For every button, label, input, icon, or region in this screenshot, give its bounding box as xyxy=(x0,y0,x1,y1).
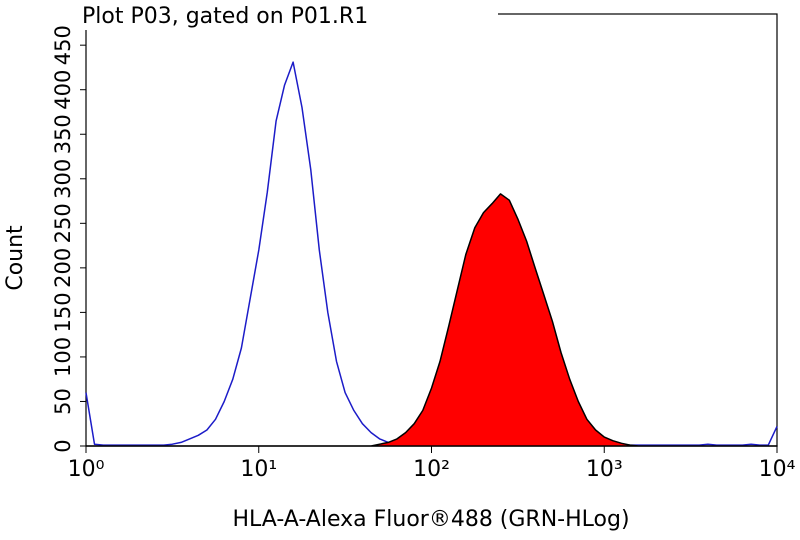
y-tick-label: 50 xyxy=(51,388,75,415)
y-tick-label: 300 xyxy=(51,159,75,199)
x-axis-label: HLA-A-Alexa Fluor®488 (GRN-HLog) xyxy=(232,507,629,532)
y-tick-label: 250 xyxy=(51,203,75,243)
title-background xyxy=(78,2,498,30)
y-tick-label: 100 xyxy=(51,337,75,377)
plot-frame xyxy=(85,13,778,447)
y-tick-label: 400 xyxy=(51,70,75,110)
x-tick-label: 10² xyxy=(413,457,450,482)
chart-title: Plot P03, gated on P01.R1 xyxy=(82,4,368,29)
x-tick-label: 10³ xyxy=(586,457,623,482)
y-tick-label: 450 xyxy=(51,25,75,65)
histogram-area xyxy=(85,193,778,447)
y-tick-label: 150 xyxy=(51,292,75,332)
y-tick-label: 200 xyxy=(51,248,75,288)
y-tick-label: 350 xyxy=(51,114,75,154)
x-tick-label: 10¹ xyxy=(240,457,277,482)
x-tick-label: 10⁰ xyxy=(68,457,105,482)
plot-area xyxy=(85,61,778,447)
x-tick-label: 10⁴ xyxy=(759,457,796,482)
y-tick-label: 0 xyxy=(51,439,75,452)
y-axis-label: Count xyxy=(3,225,28,291)
